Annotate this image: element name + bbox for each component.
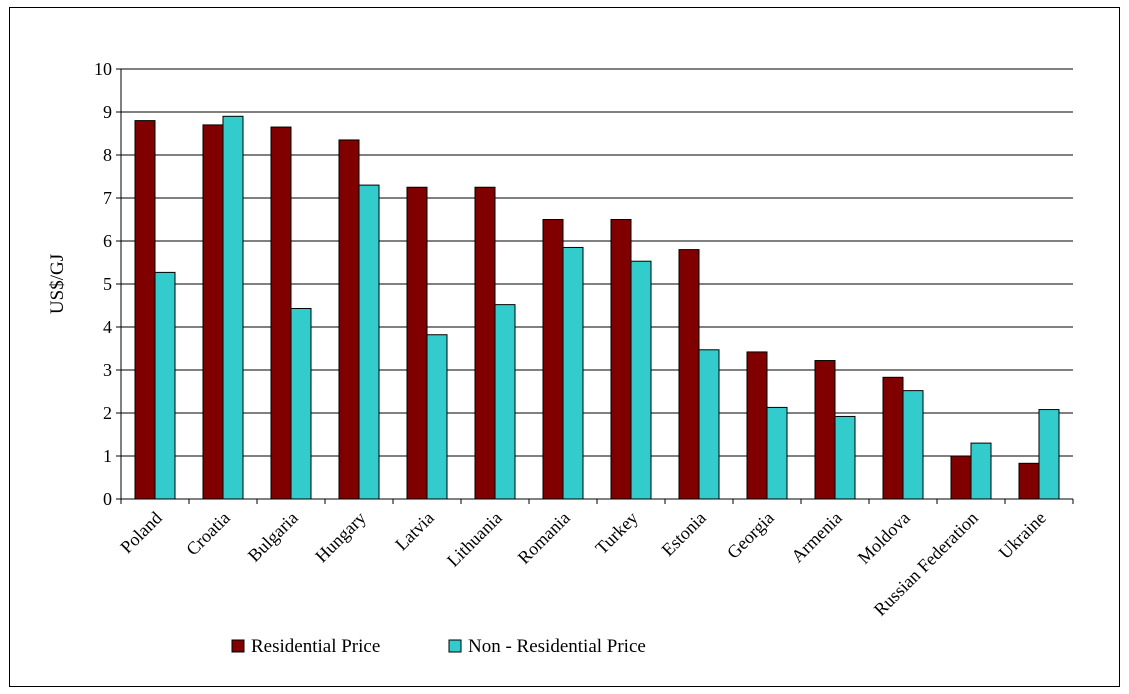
y-axis-label: US$/GJ bbox=[47, 254, 68, 314]
bar-residential bbox=[1018, 462, 1040, 500]
bar-non-residential bbox=[834, 415, 856, 500]
bars bbox=[134, 115, 1060, 500]
y-tick-label: 2 bbox=[103, 403, 112, 423]
bar-non-residential bbox=[1038, 409, 1060, 500]
x-category-label: Bulgaria bbox=[244, 508, 302, 566]
gridlines bbox=[121, 68, 1073, 457]
bar-non-residential bbox=[766, 406, 788, 500]
bar-residential bbox=[406, 186, 428, 500]
bar-residential bbox=[542, 219, 564, 500]
bar-non-residential bbox=[630, 260, 652, 500]
y-tick-label: 0 bbox=[103, 489, 112, 509]
bar-non-residential bbox=[426, 334, 448, 500]
y-tick-labels: 0 1 2 3 4 5 6 7 8 9 10 bbox=[94, 59, 121, 509]
bar-non-residential bbox=[902, 390, 924, 500]
x-category-label: Croatia bbox=[182, 508, 234, 560]
x-category-label: Georgia bbox=[723, 508, 778, 563]
legend: Residential Price Non - Residential Pric… bbox=[231, 636, 646, 657]
bar-non-residential bbox=[154, 271, 176, 500]
bar-non-residential bbox=[222, 115, 244, 500]
y-tick-label: 8 bbox=[103, 145, 112, 165]
bar-residential bbox=[814, 360, 836, 500]
x-category-label: Ukraine bbox=[995, 508, 1050, 563]
bar-non-residential bbox=[970, 442, 992, 500]
y-tick-label: 4 bbox=[103, 317, 112, 337]
bar-residential bbox=[474, 186, 496, 500]
legend-swatch-non-residential bbox=[448, 639, 462, 653]
x-category-label: Armenia bbox=[787, 508, 846, 567]
bar-residential bbox=[610, 219, 632, 500]
bar-non-residential bbox=[494, 304, 516, 500]
y-tick-label: 7 bbox=[103, 188, 112, 208]
bar-non-residential bbox=[290, 308, 312, 500]
bar-residential bbox=[746, 351, 768, 500]
x-category-label: Moldova bbox=[854, 508, 914, 568]
x-category-label: Latvia bbox=[391, 508, 438, 555]
bar-residential bbox=[134, 120, 156, 500]
bar-residential bbox=[950, 455, 972, 500]
y-tick-label: 6 bbox=[103, 231, 112, 251]
x-category-label: Hungary bbox=[311, 508, 370, 567]
y-tick-label: 1 bbox=[103, 446, 112, 466]
x-category-label: Estonia bbox=[658, 508, 710, 560]
bar-residential bbox=[882, 376, 904, 500]
bar-non-residential bbox=[698, 349, 720, 500]
x-category-labels: Poland Croatia Bulgaria Hungary Latvia Lithua… bbox=[116, 508, 1050, 620]
x-category-label: Lithuania bbox=[443, 508, 506, 571]
bar-non-residential bbox=[358, 184, 380, 500]
y-tick-label: 10 bbox=[94, 59, 112, 79]
legend-label-non-residential: Non - Residential Price bbox=[468, 636, 646, 657]
x-category-label: Romania bbox=[514, 508, 574, 568]
bar-residential bbox=[338, 139, 360, 500]
legend-label-residential: Residential Price bbox=[251, 636, 380, 657]
x-category-label: Poland bbox=[116, 508, 166, 558]
bar-residential bbox=[202, 124, 224, 500]
x-category-label: Turkey bbox=[591, 508, 641, 558]
y-tick-label: 9 bbox=[103, 102, 112, 122]
axes bbox=[120, 69, 1074, 504]
bar-residential bbox=[678, 249, 700, 500]
bar-residential bbox=[270, 126, 292, 500]
bar-non-residential bbox=[562, 246, 584, 500]
y-tick-label: 3 bbox=[103, 360, 112, 380]
y-tick-label: 5 bbox=[103, 274, 112, 294]
legend-swatch-residential bbox=[231, 639, 245, 653]
